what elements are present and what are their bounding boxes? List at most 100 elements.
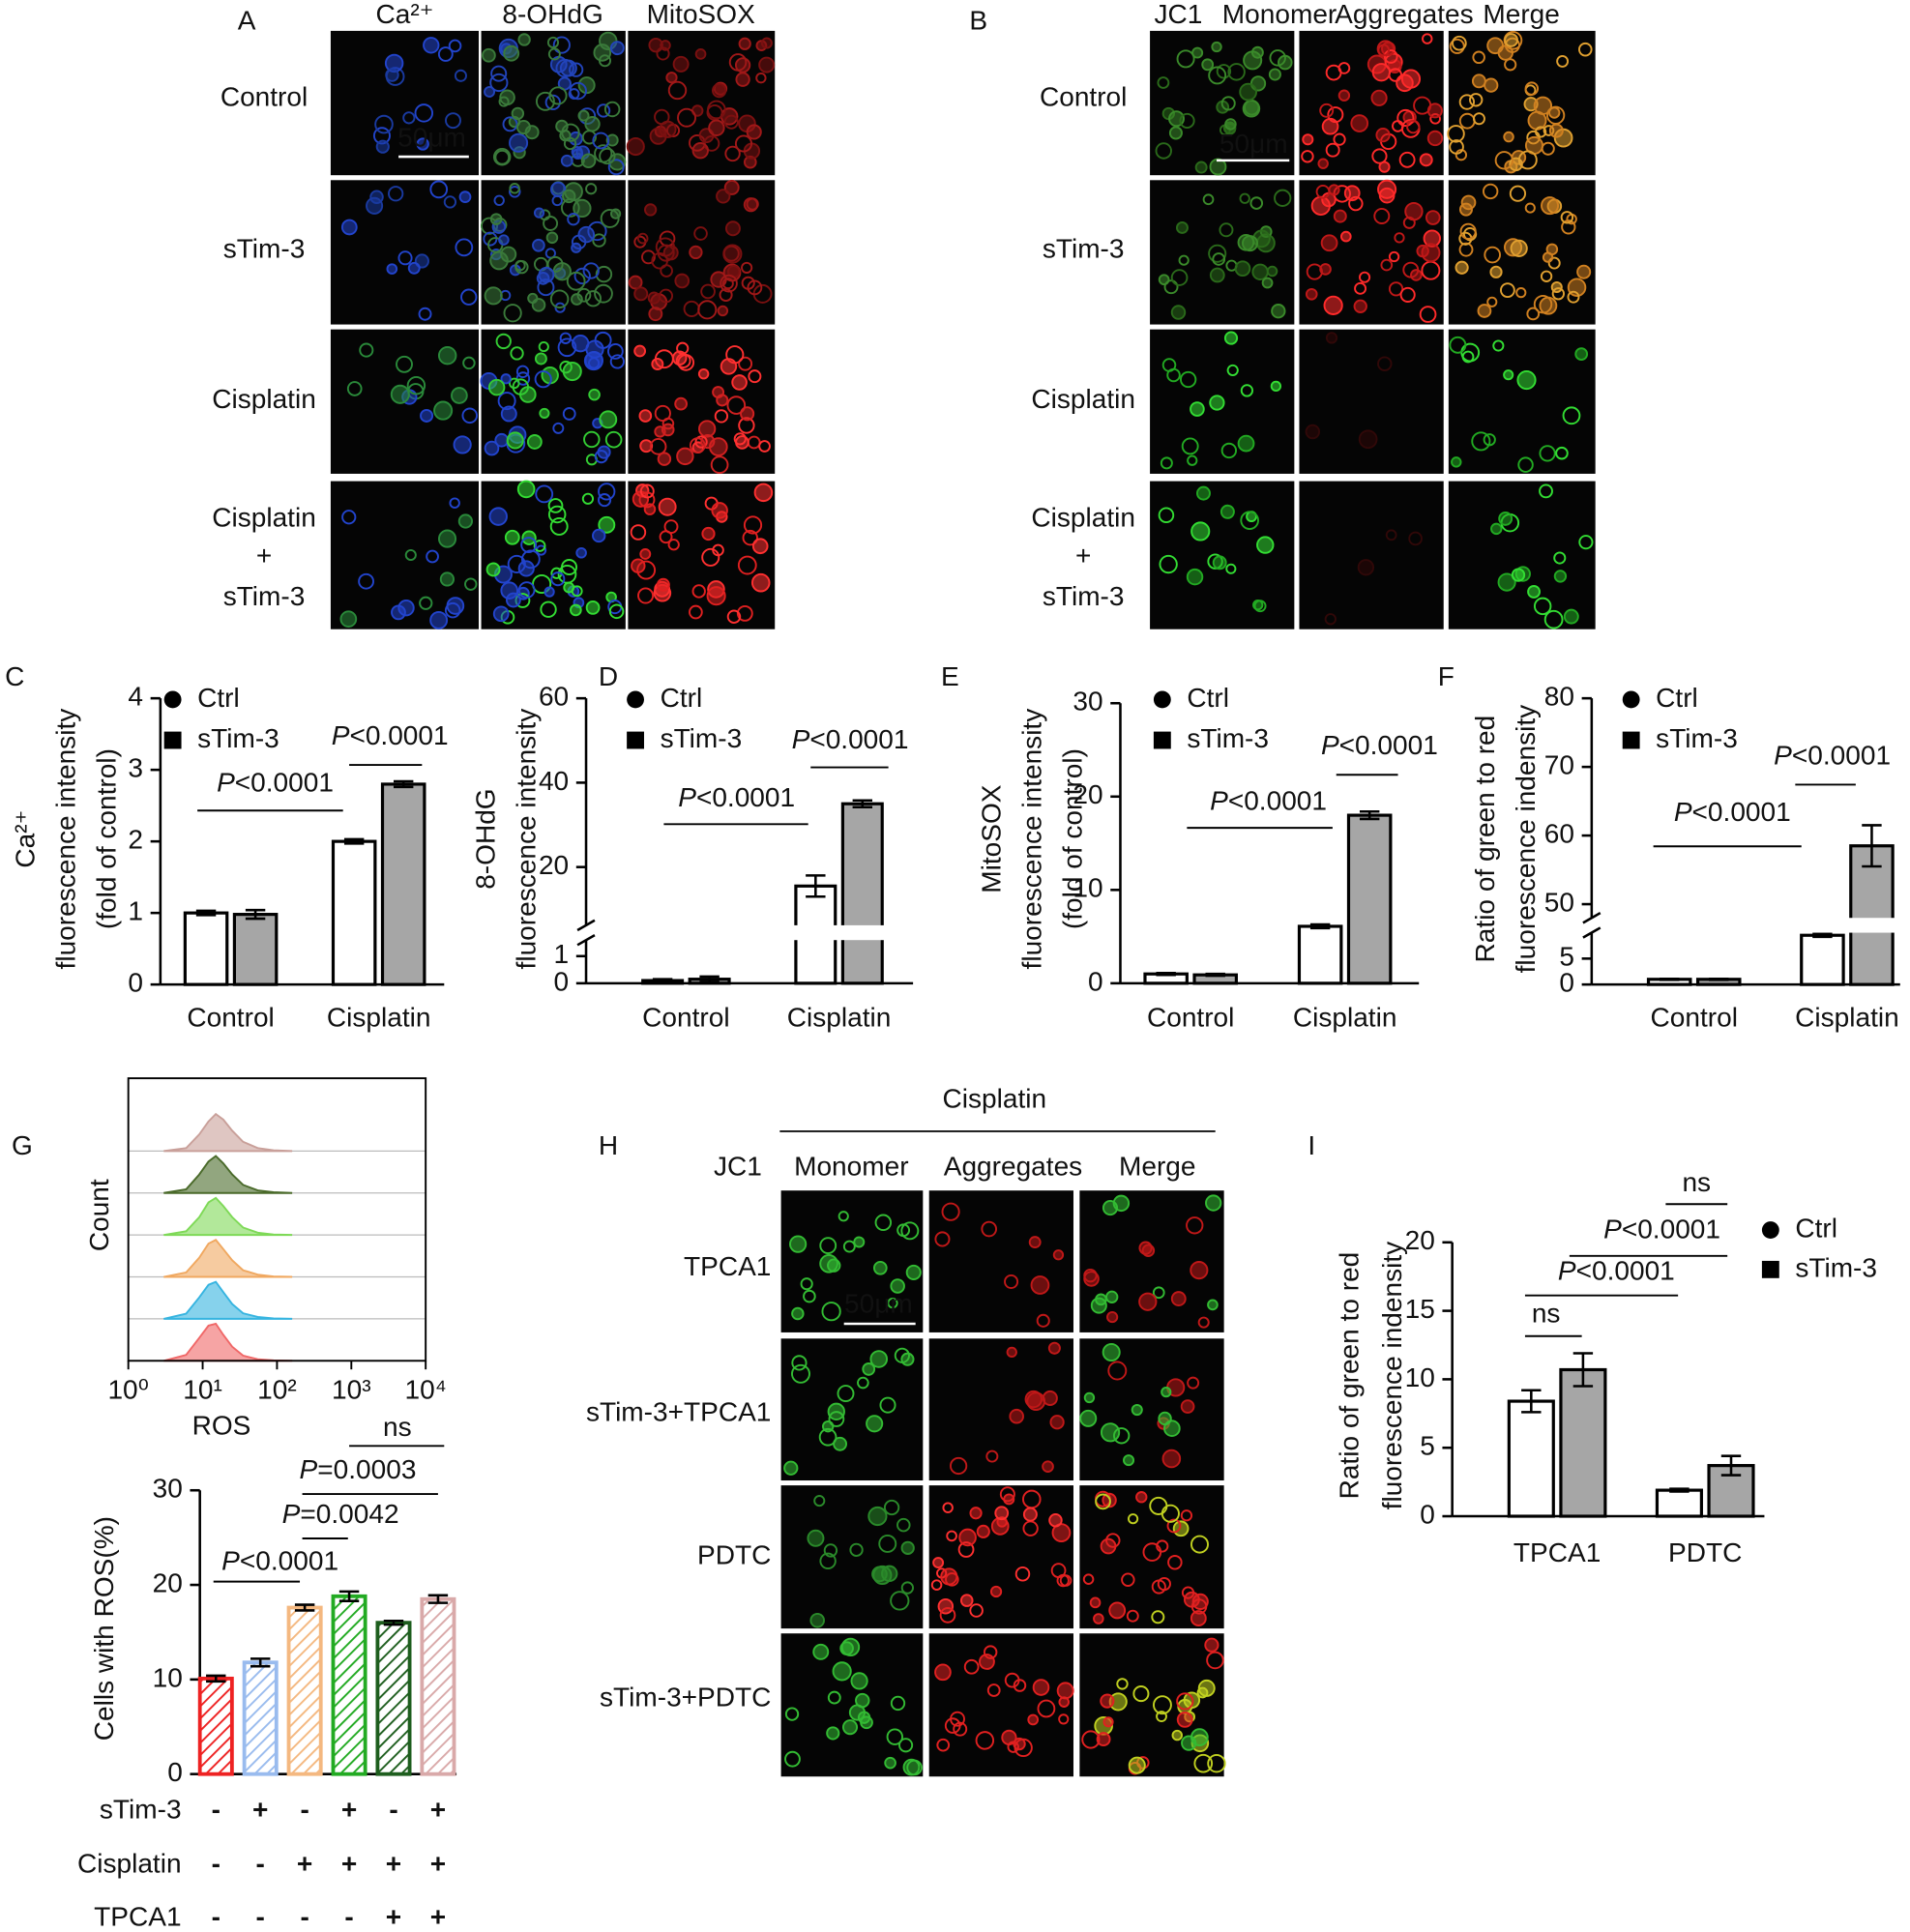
cell bbox=[700, 283, 716, 300]
cell bbox=[500, 405, 517, 423]
legend-marker bbox=[1153, 690, 1171, 709]
cell bbox=[544, 586, 555, 598]
cell bbox=[1541, 196, 1560, 216]
cell bbox=[1383, 49, 1398, 64]
y-axis-label: Count bbox=[84, 1179, 114, 1251]
cell bbox=[809, 1613, 825, 1628]
cell bbox=[446, 597, 465, 615]
cell bbox=[594, 283, 613, 304]
row-label: + bbox=[1075, 541, 1091, 571]
cell bbox=[340, 219, 358, 236]
cell bbox=[374, 114, 394, 134]
cell bbox=[1358, 429, 1378, 450]
cell bbox=[416, 137, 429, 151]
cell bbox=[1539, 296, 1558, 315]
cell bbox=[1108, 1601, 1127, 1620]
cell bbox=[594, 450, 608, 464]
cell bbox=[791, 1363, 810, 1384]
legend-label: sTim-3 bbox=[1656, 723, 1738, 753]
cell bbox=[573, 198, 592, 219]
row-label: Cisplatin bbox=[212, 503, 316, 533]
cell bbox=[603, 101, 621, 118]
cell bbox=[930, 1579, 943, 1591]
cell bbox=[1158, 1411, 1172, 1426]
condition-symbol: - bbox=[212, 1848, 220, 1878]
cell bbox=[1321, 117, 1339, 135]
column-header: Merge bbox=[1483, 0, 1560, 29]
cell bbox=[1219, 222, 1234, 238]
cell bbox=[857, 1376, 869, 1390]
panel-label: G bbox=[12, 1130, 33, 1160]
condition-symbol: + bbox=[297, 1848, 312, 1878]
panel-label: A bbox=[238, 5, 256, 35]
cell bbox=[1082, 1573, 1095, 1585]
cell bbox=[1377, 44, 1391, 57]
cell bbox=[514, 259, 529, 275]
cell bbox=[488, 507, 508, 526]
cell bbox=[1059, 1574, 1073, 1587]
legend-marker bbox=[163, 731, 182, 749]
cell bbox=[667, 80, 688, 101]
cell bbox=[1176, 1692, 1194, 1711]
cell bbox=[483, 231, 498, 247]
y-tick-label: 15 bbox=[1405, 1294, 1435, 1324]
column-header: Ca²⁺ bbox=[375, 0, 433, 29]
cell bbox=[940, 1567, 958, 1586]
cell bbox=[710, 271, 727, 288]
condition-symbol: - bbox=[300, 1901, 309, 1931]
cell bbox=[1278, 54, 1293, 71]
y-axis-label: MitoSOX bbox=[976, 784, 1006, 893]
cell bbox=[576, 287, 592, 303]
cell bbox=[1157, 1576, 1171, 1592]
axis-break-mark bbox=[1582, 912, 1601, 924]
cell bbox=[1515, 287, 1527, 299]
cell bbox=[546, 255, 564, 273]
micrograph bbox=[1448, 329, 1596, 474]
cell bbox=[584, 290, 602, 307]
cell bbox=[675, 353, 691, 368]
cell bbox=[1219, 504, 1235, 519]
y-axis-label: Ratio of green to red bbox=[1470, 716, 1500, 963]
cell bbox=[609, 208, 622, 220]
cell bbox=[1323, 295, 1343, 315]
cell bbox=[572, 335, 590, 353]
cell bbox=[1102, 1343, 1121, 1362]
cell bbox=[495, 333, 512, 350]
significance-label: P=0.0042 bbox=[282, 1499, 399, 1529]
cell bbox=[547, 498, 564, 513]
legend-label: sTim-3 bbox=[1187, 723, 1269, 753]
histogram bbox=[163, 1280, 293, 1320]
cell bbox=[900, 1581, 915, 1595]
x-tick-label: Control bbox=[1147, 1002, 1234, 1032]
condition-symbol: + bbox=[386, 1848, 401, 1878]
cell bbox=[439, 571, 455, 587]
cell bbox=[1157, 76, 1170, 89]
cell bbox=[585, 600, 601, 615]
cell bbox=[502, 116, 518, 132]
cell bbox=[1225, 563, 1237, 574]
cell bbox=[489, 250, 509, 271]
cell bbox=[1350, 114, 1369, 132]
cell bbox=[1056, 1682, 1074, 1700]
significance-label: P<0.0001 bbox=[1774, 741, 1891, 771]
cell bbox=[1170, 1291, 1187, 1307]
cell bbox=[1240, 511, 1259, 530]
cell bbox=[900, 1352, 915, 1366]
y-tick-label: 5 bbox=[1420, 1431, 1435, 1461]
cell bbox=[1333, 132, 1346, 146]
y-tick-label: 4 bbox=[128, 682, 143, 712]
significance-label: P<0.0001 bbox=[1674, 797, 1791, 827]
cell bbox=[562, 362, 582, 382]
significance-label: P<0.0001 bbox=[1558, 1256, 1675, 1286]
legend-marker bbox=[1153, 731, 1171, 749]
condition-label: sTim-3 bbox=[100, 1794, 182, 1824]
bar bbox=[1507, 1399, 1555, 1518]
cell bbox=[1209, 158, 1227, 176]
cell bbox=[900, 1540, 915, 1555]
cell bbox=[1388, 281, 1404, 297]
cell bbox=[1553, 570, 1568, 583]
cell bbox=[879, 1396, 896, 1414]
condition-symbol: - bbox=[344, 1901, 353, 1931]
cell bbox=[1337, 89, 1351, 102]
